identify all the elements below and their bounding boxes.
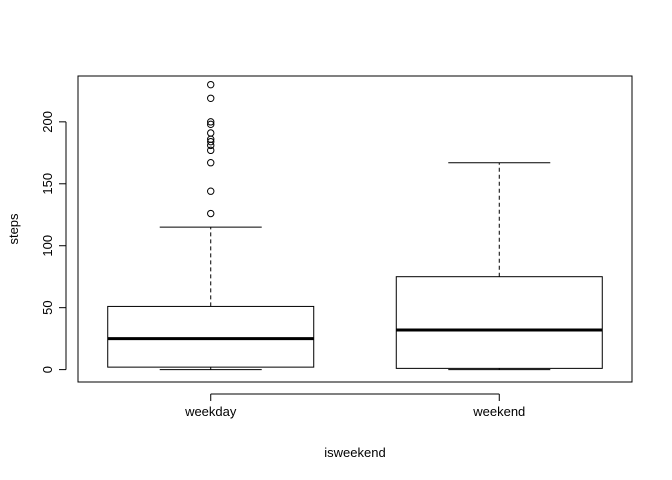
y-tick-label: 200 [40, 111, 55, 133]
y-tick-label: 0 [40, 366, 55, 373]
boxes [107, 80, 603, 371]
outlier-point [207, 129, 215, 137]
outlier-point [207, 118, 215, 126]
outlier-point [207, 120, 215, 129]
x-axis: weekday weekend [184, 393, 525, 419]
y-tick-label: 50 [40, 300, 55, 314]
iqr-box [395, 276, 603, 369]
plot-frame [77, 75, 633, 383]
outlier-point [207, 137, 215, 146]
x-axis-title: isweekend [324, 445, 385, 460]
outlier-point [207, 209, 215, 218]
x-tick-label: weekday [184, 404, 237, 419]
outlier-point [207, 80, 215, 89]
outlier-point [207, 187, 215, 195]
box-weekday [107, 80, 315, 371]
outlier-point [207, 146, 215, 155]
y-axis: 0 50 100 150 200 [40, 111, 67, 373]
y-axis-title: steps [6, 213, 21, 245]
box-weekend [395, 162, 603, 371]
outlier-point [207, 94, 215, 102]
x-tick-label: weekend [472, 404, 525, 419]
outlier-point [207, 159, 215, 167]
y-tick-label: 100 [40, 235, 55, 257]
iqr-box [107, 305, 315, 368]
y-tick-label: 150 [40, 173, 55, 195]
